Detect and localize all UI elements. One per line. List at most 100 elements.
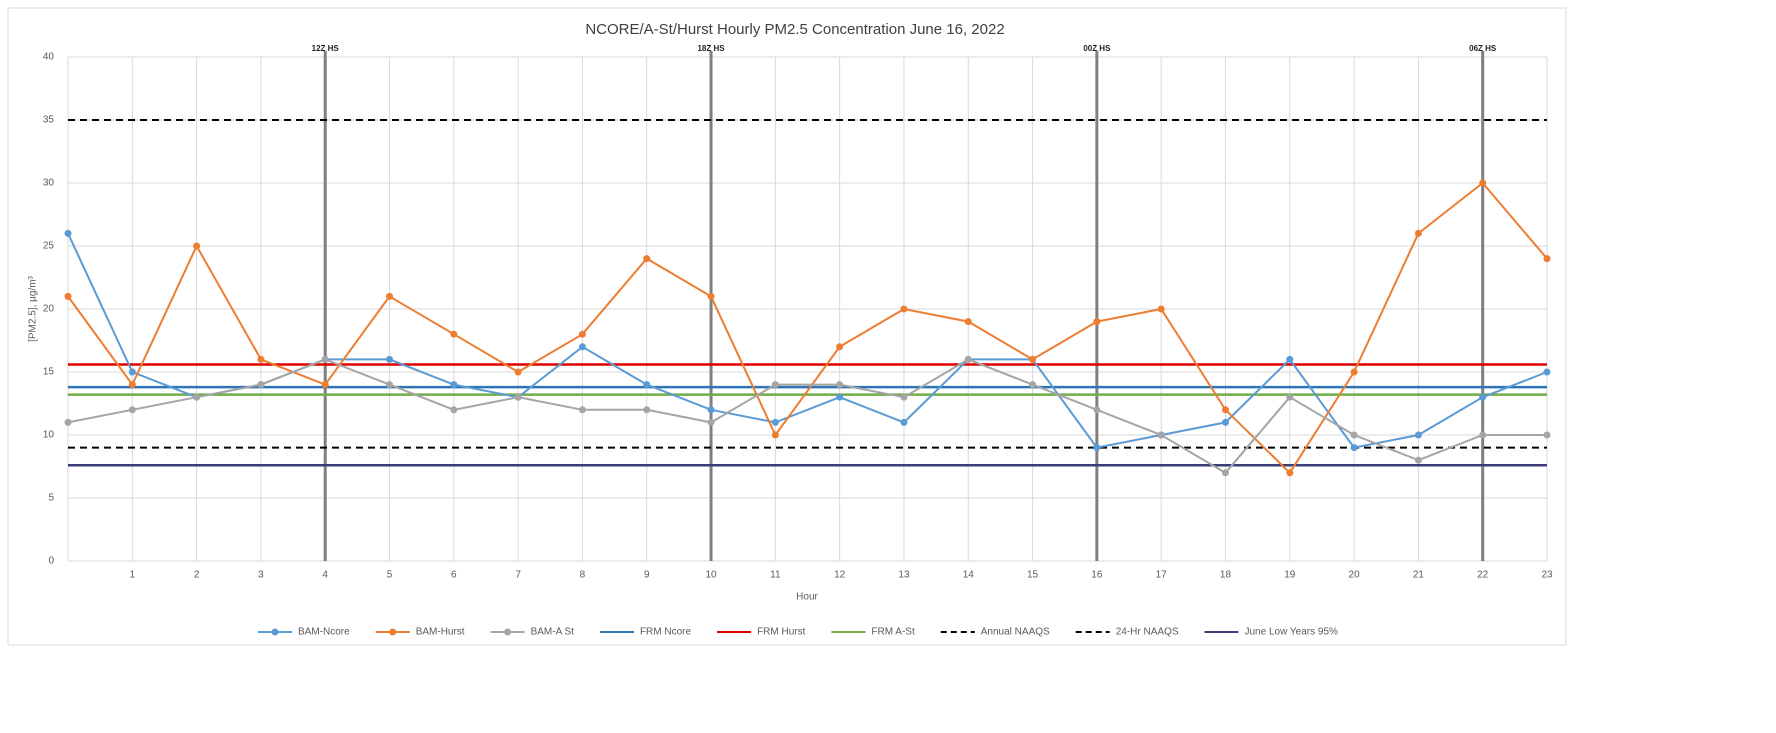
data-point xyxy=(964,318,972,326)
data-point xyxy=(771,431,779,439)
legend-label: Annual NAAQS xyxy=(981,627,1050,638)
data-point xyxy=(257,381,265,389)
data-point xyxy=(1543,431,1551,439)
data-point xyxy=(836,381,844,389)
x-axis-label: Hour xyxy=(796,592,818,603)
data-point xyxy=(257,355,265,363)
data-point xyxy=(771,381,779,389)
y-tick-label: 40 xyxy=(43,52,55,63)
data-point xyxy=(836,393,844,401)
data-point xyxy=(900,305,908,313)
x-tick-label: 7 xyxy=(515,570,521,581)
x-tick-label: 8 xyxy=(580,570,586,581)
legend-label: FRM Ncore xyxy=(640,627,692,638)
data-point xyxy=(1543,368,1551,376)
y-tick-label: 5 xyxy=(48,493,54,504)
x-tick-label: 18 xyxy=(1220,570,1232,581)
data-point xyxy=(514,393,522,401)
data-point xyxy=(836,343,844,351)
data-point xyxy=(193,393,201,401)
data-point xyxy=(643,406,651,414)
data-point xyxy=(643,255,651,263)
x-tick-label: 12 xyxy=(834,570,846,581)
data-point xyxy=(128,381,136,389)
data-point xyxy=(64,229,72,237)
y-tick-label: 20 xyxy=(43,304,55,315)
x-tick-label: 6 xyxy=(451,570,457,581)
data-point xyxy=(1350,444,1358,452)
y-tick-label: 10 xyxy=(43,430,55,441)
data-point xyxy=(514,368,522,376)
data-point xyxy=(1414,229,1422,237)
x-tick-label: 3 xyxy=(258,570,264,581)
annotation-label: 12Z HS xyxy=(312,44,340,53)
data-point xyxy=(1543,255,1551,263)
x-tick-label: 16 xyxy=(1091,570,1103,581)
data-point xyxy=(128,406,136,414)
x-tick-label: 2 xyxy=(194,570,200,581)
y-tick-label: 15 xyxy=(43,367,55,378)
x-tick-label: 17 xyxy=(1156,570,1168,581)
data-point xyxy=(1350,368,1358,376)
data-point xyxy=(193,242,201,250)
data-point xyxy=(1414,456,1422,464)
data-point xyxy=(128,368,136,376)
x-tick-label: 23 xyxy=(1541,570,1553,581)
data-point xyxy=(1414,431,1422,439)
data-point xyxy=(1093,406,1101,414)
data-point xyxy=(1286,355,1294,363)
legend-label: BAM-Ncore xyxy=(298,627,350,638)
data-point xyxy=(1157,431,1165,439)
x-tick-label: 19 xyxy=(1284,570,1296,581)
annotation-label: 18Z HS xyxy=(697,44,725,53)
y-axis-label: [PM2.5], µg/m³ xyxy=(28,275,39,341)
data-point xyxy=(1221,406,1229,414)
data-point xyxy=(900,418,908,426)
data-point xyxy=(386,292,394,300)
x-tick-label: 14 xyxy=(963,570,975,581)
data-point xyxy=(578,343,586,351)
data-point xyxy=(771,418,779,426)
x-tick-label: 4 xyxy=(322,570,328,581)
data-point xyxy=(1029,381,1037,389)
x-tick-label: 21 xyxy=(1413,570,1425,581)
y-tick-label: 30 xyxy=(43,178,55,189)
y-tick-label: 25 xyxy=(43,241,55,252)
x-tick-label: 15 xyxy=(1027,570,1039,581)
data-point xyxy=(1286,469,1294,477)
data-point xyxy=(450,330,458,338)
data-point xyxy=(964,355,972,363)
x-tick-label: 9 xyxy=(644,570,650,581)
legend-label: FRM A-St xyxy=(871,627,915,638)
data-point xyxy=(1221,418,1229,426)
data-point xyxy=(386,381,394,389)
data-point xyxy=(578,330,586,338)
series-line xyxy=(67,181,1548,475)
legend-label: 24-Hr NAAQS xyxy=(1116,627,1179,638)
data-point xyxy=(1093,318,1101,326)
data-point xyxy=(1157,305,1165,313)
y-tick-label: 0 xyxy=(48,556,54,567)
chart-frame xyxy=(7,7,1567,646)
data-point xyxy=(1350,431,1358,439)
data-point xyxy=(1221,469,1229,477)
annotation-label: 06Z HS xyxy=(1469,44,1497,53)
data-point xyxy=(321,355,329,363)
data-point xyxy=(707,418,715,426)
legend-label: BAM-Hurst xyxy=(416,627,465,638)
x-tick-label: 13 xyxy=(898,570,910,581)
annotation-label: 00Z HS xyxy=(1083,44,1111,53)
data-point xyxy=(1479,431,1487,439)
x-tick-label: 11 xyxy=(770,570,781,581)
data-point xyxy=(1479,179,1487,187)
data-point xyxy=(450,381,458,389)
data-point xyxy=(1286,393,1294,401)
legend-marker xyxy=(389,628,397,636)
x-tick-label: 5 xyxy=(387,570,393,581)
x-tick-label: 10 xyxy=(705,570,717,581)
series-line xyxy=(67,358,1547,475)
data-point xyxy=(64,418,72,426)
data-point xyxy=(643,381,651,389)
data-point xyxy=(64,292,72,300)
